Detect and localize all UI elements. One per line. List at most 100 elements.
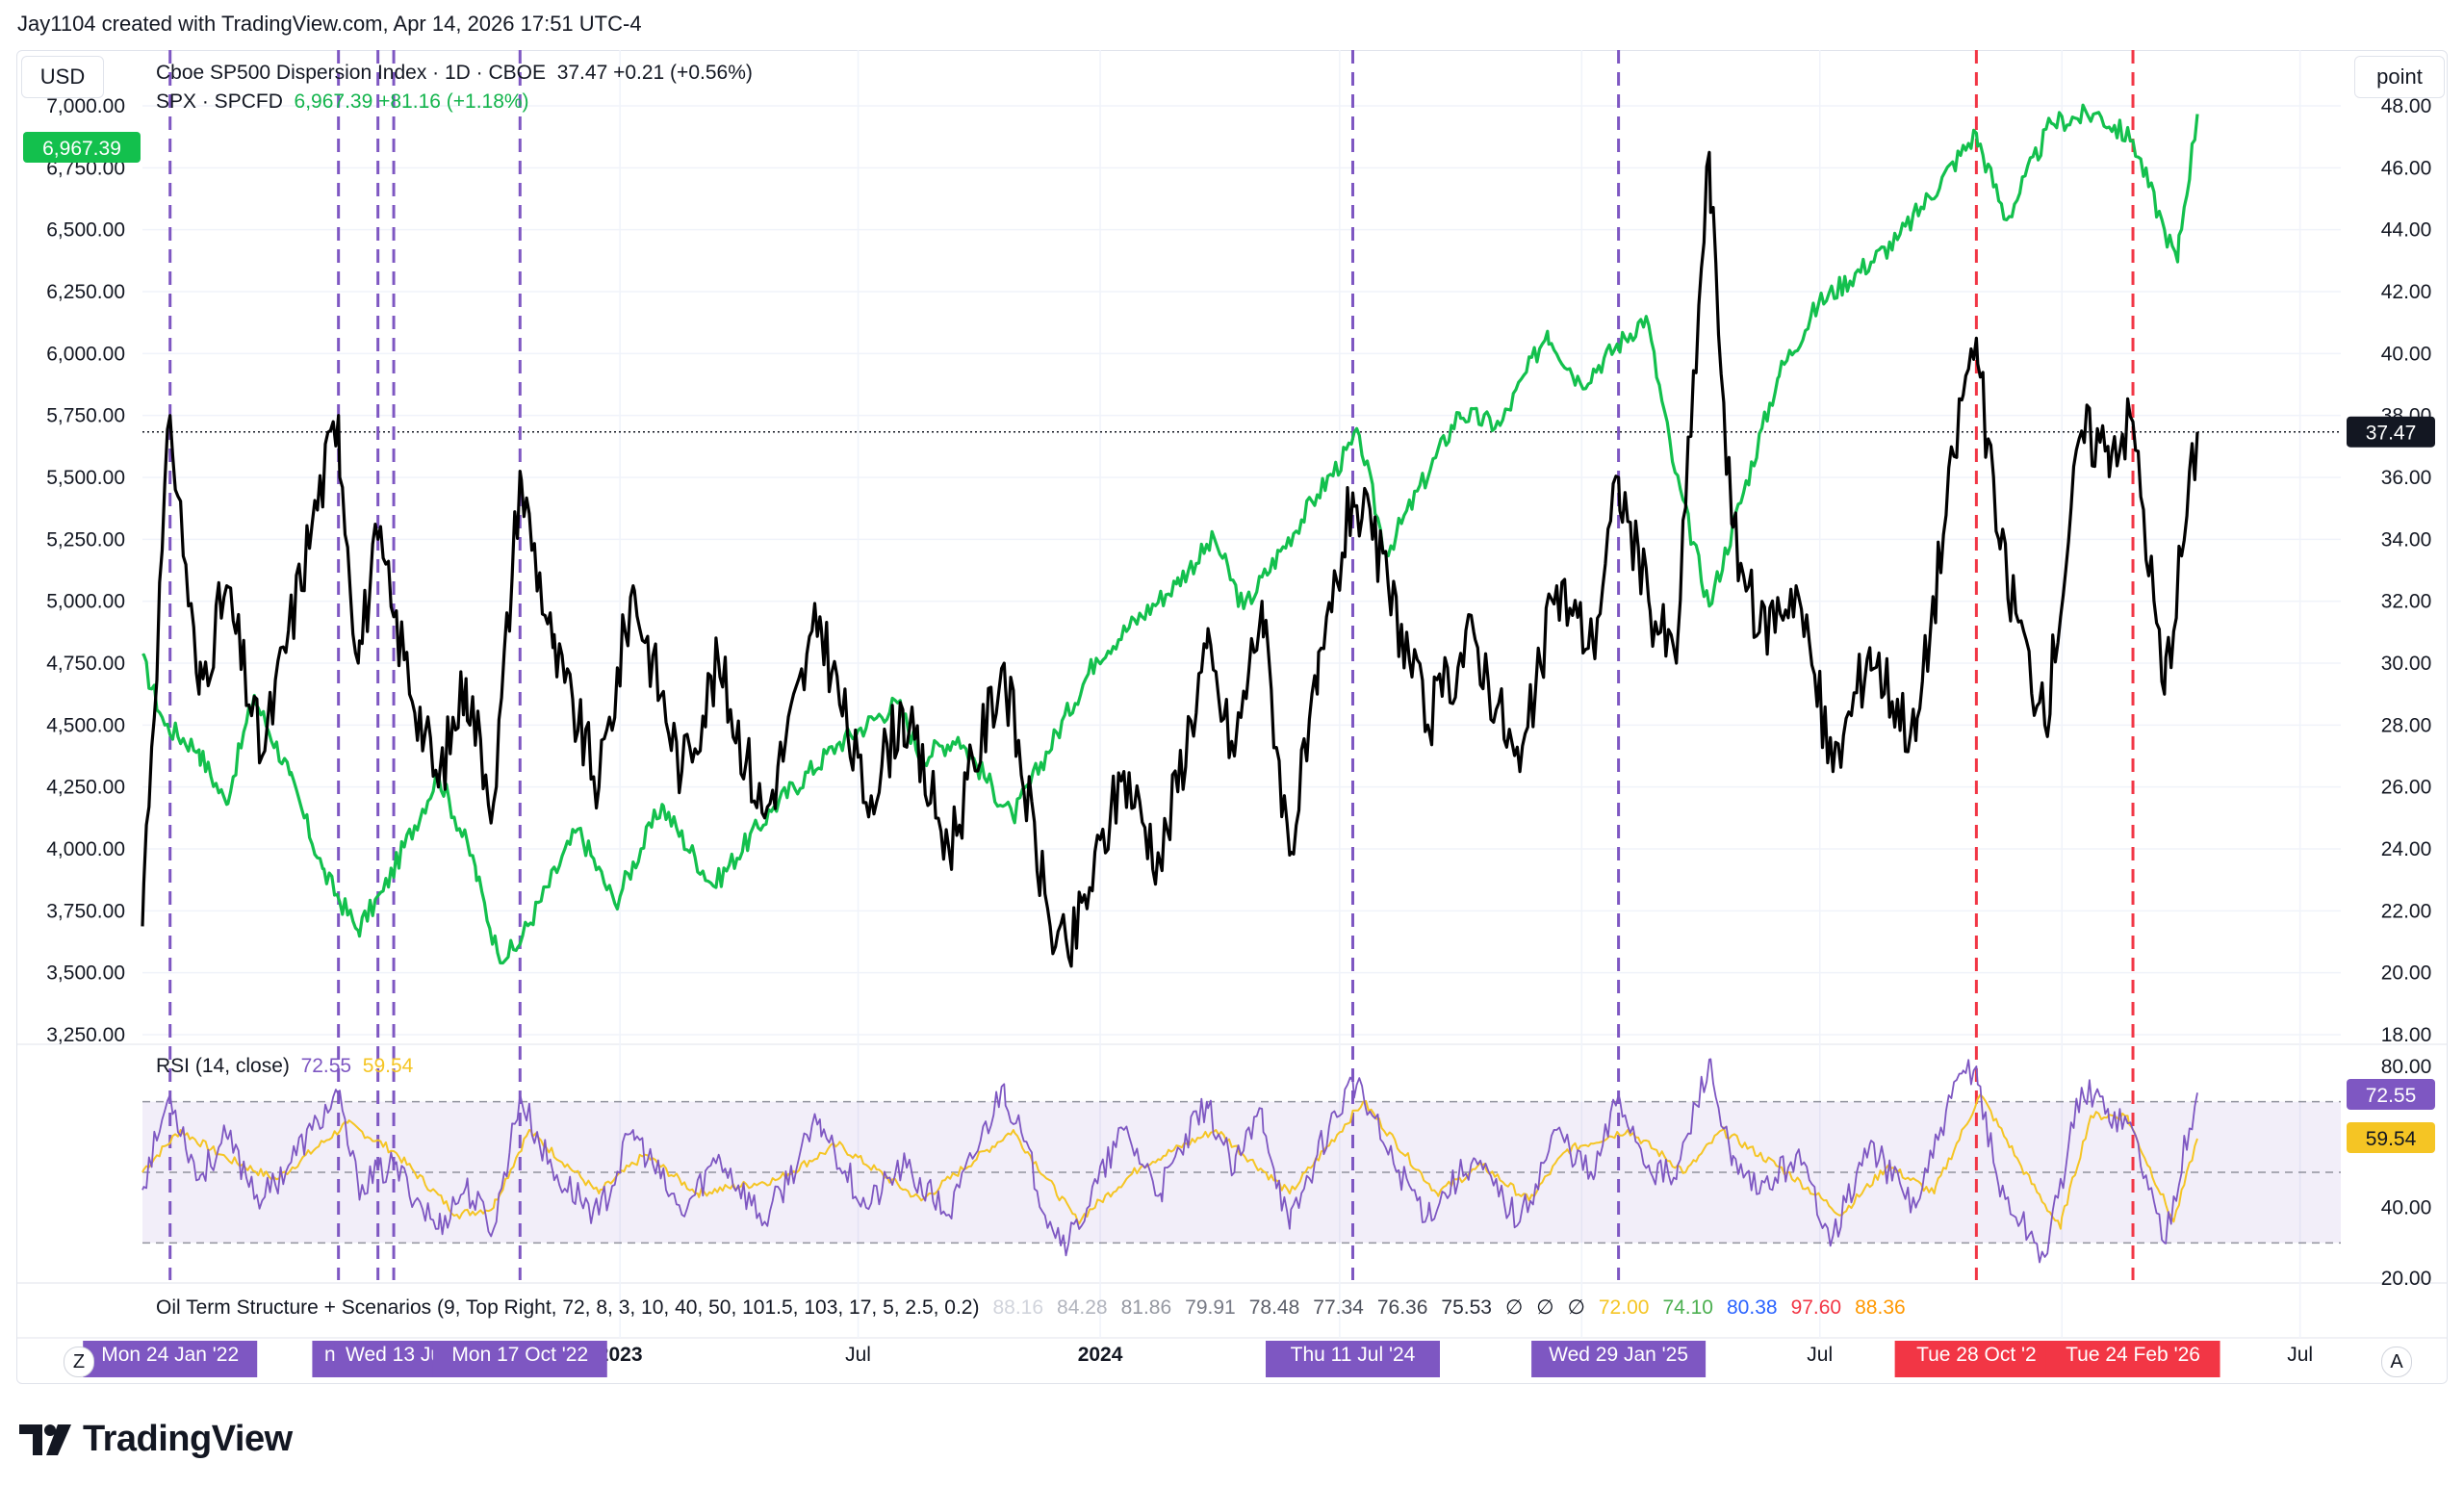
- overlay-series-title: SPX · SPCFD: [156, 90, 283, 113]
- rsi-ma-last-value-badge-text: 59.54: [2366, 1128, 2417, 1150]
- indicator-value: 72.00: [1598, 1296, 1650, 1319]
- marker-date-label-bg: [2045, 1341, 2220, 1377]
- tradingview-brand-name: TradingView: [83, 1419, 293, 1459]
- indicator-value: 88.36: [1855, 1296, 1906, 1319]
- left-axis-tick-label: 4,750.00: [46, 653, 125, 675]
- right-axis-tick-label: 44.00: [2381, 219, 2432, 242]
- marker-date-label-bg: [1265, 1341, 1440, 1377]
- left-axis-tick-label: 6,750.00: [46, 157, 125, 179]
- grid-layer: [16, 50, 2448, 1339]
- chart-frame: [16, 50, 2448, 1384]
- indicator-legend[interactable]: Oil Term Structure + Scenarios (9, Top R…: [156, 1296, 1906, 1320]
- indicator-value: ∅: [1536, 1296, 1554, 1319]
- x-axis-tick-label: Jul: [1807, 1344, 1833, 1366]
- marker-date-label-text: Tue 24 Feb '26: [2066, 1344, 2200, 1366]
- marker-date-label: Tue 28 Oct '2: [1894, 1341, 2059, 1377]
- left-axis-tick-label: 3,500.00: [46, 962, 125, 985]
- left-axis-tick-label: 7,000.00: [46, 95, 125, 117]
- right-axis-tick-label: 30.00: [2381, 653, 2432, 675]
- right-axis-tick-label: 36.00: [2381, 467, 2432, 489]
- left-axis-tick-label: 4,500.00: [46, 714, 125, 736]
- marker-date-label: Mon 17 Oct '22: [432, 1341, 607, 1377]
- left-axis-tick-label: 3,750.00: [46, 900, 125, 922]
- rsi-axis-tick-label: 40.00: [2381, 1197, 2432, 1219]
- right-axis-tick-label: 46.00: [2381, 157, 2432, 179]
- right-axis-tick-label: 28.00: [2381, 714, 2432, 736]
- rsi-last-value-badge-text: 72.55: [2366, 1085, 2417, 1107]
- indicator-value: 79.91: [1185, 1296, 1236, 1319]
- indicator-value: 76.36: [1376, 1296, 1428, 1319]
- marker-date-label-bg: [83, 1341, 258, 1377]
- left-axis-tick-label: 6,500.00: [46, 219, 125, 242]
- spx-last-value-badge-bg: [23, 132, 141, 163]
- zoom-button[interactable]: Z: [64, 1347, 94, 1377]
- auto-scale-button[interactable]: A: [2381, 1347, 2412, 1377]
- dispersion-last-value-badge-bg: [2347, 416, 2435, 448]
- marker-date-label-text: Tue 28 Oct '2: [1916, 1344, 2037, 1366]
- x-axis-tick-label: 2023: [598, 1344, 643, 1366]
- left-axis-tick-label: 5,250.00: [46, 528, 125, 551]
- marker-date-label-text: Wed 29 Jan '25: [1549, 1344, 1688, 1366]
- rsi-ma-value: 59.54: [362, 1055, 414, 1077]
- rsi-axis-tick-label: 20.00: [2381, 1268, 2432, 1290]
- markers-layer: [168, 50, 2135, 1280]
- right-axis-tick-label: 42.00: [2381, 281, 2432, 303]
- marker-date-label-text: Wed 13 Ju: [346, 1344, 442, 1366]
- unit-button[interactable]: point: [2354, 56, 2445, 98]
- left-axis-tick-label: 5,750.00: [46, 405, 125, 427]
- marker-date-label: Mon 24 Jan '22: [83, 1341, 258, 1377]
- right-axis-tick-label: 24.00: [2381, 838, 2432, 860]
- marker-date-label-text: Mon 17 Oct '22: [451, 1344, 588, 1366]
- right-axis-tick-label: 26.00: [2381, 777, 2432, 799]
- indicator-value: ∅: [1504, 1296, 1524, 1319]
- rsi-legend[interactable]: RSI (14, close) 72.55 59.54: [156, 1055, 413, 1078]
- main-series-title: Cboe SP500 Dispersion Index · 1D · CBOE: [156, 62, 547, 84]
- marker-date-label-text: Thu 11 Jul '24: [1291, 1344, 1416, 1366]
- right-axis-tick-label: 48.00: [2381, 95, 2432, 117]
- x-axis-tick-label: 2024: [1078, 1344, 1123, 1366]
- indicator-value: 75.53: [1441, 1296, 1492, 1319]
- main-series-values: 37.47 +0.21 (+0.56%): [556, 62, 753, 84]
- dispersion-line: [141, 150, 2199, 968]
- rsi-line: [141, 1058, 2198, 1264]
- overlay-series-values: 6,967.39 +81.16 (+1.18%): [294, 90, 529, 113]
- rsi-bands-layer: [142, 1100, 2341, 1244]
- left-axis-tick-label: 4,000.00: [46, 838, 125, 860]
- right-axis-tick-label: 32.00: [2381, 591, 2432, 613]
- left-axis-tick-label: 5,500.00: [46, 467, 125, 489]
- marker-date-label: Wed 29 Jan '25: [1531, 1341, 1707, 1377]
- right-axis-tick-label: 34.00: [2381, 528, 2432, 551]
- indicator-value: 78.48: [1248, 1296, 1300, 1319]
- chart-header: Jay1104 created with TradingView.com, Ap…: [17, 12, 642, 36]
- indicator-value: 74.10: [1662, 1296, 1713, 1319]
- left-axis-tick-label: 6,250.00: [46, 281, 125, 303]
- rsi-ma-last-value-badge: 59.54: [2347, 1122, 2435, 1153]
- rsi-last-value-badge: 72.55: [2347, 1079, 2435, 1110]
- left-axis-tick-label: 3,250.00: [46, 1024, 125, 1046]
- indicator-value: 88.16: [992, 1296, 1044, 1319]
- spx-last-value-badge: 6,967.39: [23, 132, 141, 163]
- left-axis-tick-label: 6,000.00: [46, 343, 125, 365]
- x-axis-tick-label: Jul: [2287, 1344, 2313, 1366]
- right-axis-tick-label: 18.00: [2381, 1024, 2432, 1046]
- marker-date-label: Thu 11 Jul '24: [1265, 1341, 1440, 1377]
- marker-date-label: Tue 24 Feb '26: [2045, 1341, 2220, 1377]
- rsi-ma-last-value-badge-bg: [2347, 1122, 2435, 1153]
- indicator-value: 77.34: [1313, 1296, 1364, 1319]
- spx-last-value-badge-text: 6,967.39: [42, 138, 121, 160]
- series-layer: [141, 103, 2199, 1264]
- rsi-title: RSI (14, close): [156, 1055, 290, 1077]
- indicator-values: 88.16 84.28 81.86 79.91 78.48 77.34 76.36 75.53…: [979, 1296, 1905, 1319]
- main-series-legend[interactable]: Cboe SP500 Dispersion Index · 1D · CBOE …: [156, 62, 753, 85]
- overlay-series-legend[interactable]: SPX · SPCFD 6,967.39 +81.16 (+1.18%): [156, 90, 529, 114]
- left-axis-tick-label: 4,250.00: [46, 777, 125, 799]
- indicator-value: 81.86: [1120, 1296, 1172, 1319]
- marker-date-label-bg: [1894, 1341, 2059, 1377]
- right-axis-tick-label: 20.00: [2381, 962, 2432, 985]
- indicator-value: ∅: [1567, 1296, 1585, 1319]
- currency-button[interactable]: USD: [21, 56, 104, 98]
- spx-line: [141, 103, 2199, 965]
- dispersion-last-value-badge: 37.47: [2347, 416, 2435, 448]
